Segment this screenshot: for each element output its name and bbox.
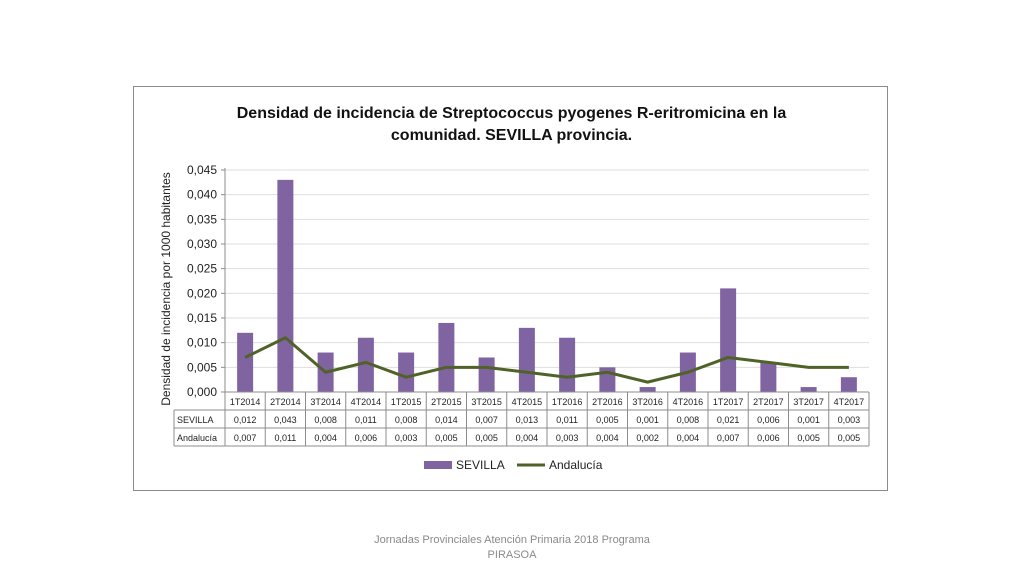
x-category-label: 3T2016	[632, 397, 663, 407]
table-value-label: 0,007	[717, 433, 740, 443]
legend-swatch-sevilla	[424, 461, 452, 469]
x-category-label: 4T2017	[834, 397, 865, 407]
bar-sevilla	[357, 337, 374, 392]
legend-label-andalucia: Andalucía	[549, 458, 603, 472]
chart-svg: 0,000 0,005 0,010 0,015 0,020 0,025 0,030 0,035…	[159, 163, 870, 472]
bar-sevilla	[559, 337, 576, 392]
x-category-label: 1T2014	[230, 397, 261, 407]
bar-sevilla	[840, 377, 857, 392]
bar-sevilla	[518, 327, 535, 392]
x-category-label: 3T2017	[793, 397, 824, 407]
bar-sevilla	[639, 387, 656, 392]
x-category-label: 1T2015	[391, 397, 422, 407]
table-series-name: SEVILLA	[177, 415, 214, 425]
bar-sevilla	[478, 357, 495, 392]
chart-title-line1: Densidad de incidencia de Streptococcus …	[236, 105, 787, 122]
table-value-label: 0,008	[677, 415, 700, 425]
x-category-label: 1T2016	[552, 397, 583, 407]
x-category-label: 1T2017	[713, 397, 744, 407]
x-category-label: 4T2015	[512, 397, 543, 407]
table-value-label: 0,003	[838, 415, 861, 425]
y-tick-label: 0,000	[187, 385, 217, 399]
table-value-label: 0,003	[556, 433, 579, 443]
legend-label-sevilla: SEVILLA	[456, 458, 505, 472]
x-category-label: 2T2017	[753, 397, 784, 407]
x-category-label: 2T2014	[270, 397, 301, 407]
table-value-label: 0,006	[757, 433, 780, 443]
table-series-name: Andalucía	[177, 433, 217, 443]
y-tick-label: 0,045	[187, 163, 217, 177]
table-value-label: 0,014	[435, 415, 458, 425]
x-category-label: 2T2016	[592, 397, 623, 407]
table-value-label: 0,043	[274, 415, 297, 425]
chart-frame: Densidad de incidencia de Streptococcus …	[133, 86, 888, 491]
y-tick-label: 0,025	[187, 262, 217, 276]
bar-sevilla	[760, 362, 777, 392]
bar-sevilla	[438, 322, 455, 392]
table-value-label: 0,007	[234, 433, 257, 443]
table-value-label: 0,011	[274, 433, 296, 443]
table-value-label: 0,004	[314, 433, 337, 443]
table-value-label: 0,005	[797, 433, 820, 443]
table-value-label: 0,008	[395, 415, 418, 425]
table-value-label: 0,004	[596, 433, 619, 443]
table-value-label: 0,011	[355, 415, 377, 425]
table-value-label: 0,001	[797, 415, 820, 425]
bar-sevilla	[398, 352, 415, 392]
x-category-label: 3T2015	[471, 397, 502, 407]
table-value-label: 0,004	[516, 433, 539, 443]
x-category-label: 2T2015	[431, 397, 462, 407]
table-value-label: 0,006	[757, 415, 780, 425]
table-value-label: 0,005	[838, 433, 861, 443]
chart-title: Densidad de incidencia de Streptococcus …	[134, 103, 889, 147]
bar-sevilla	[237, 332, 254, 392]
bar-sevilla	[720, 288, 737, 392]
table-value-label: 0,013	[516, 415, 539, 425]
x-category-label: 4T2016	[673, 397, 704, 407]
table-value-label: 0,005	[475, 433, 498, 443]
table-value-label: 0,011	[556, 415, 578, 425]
line-andalucia	[244, 336, 849, 384]
table-value-label: 0,005	[596, 415, 619, 425]
y-tick-label: 0,015	[187, 311, 217, 325]
table-value-label: 0,012	[234, 415, 257, 425]
bar-sevilla	[800, 387, 817, 392]
table-value-label: 0,002	[636, 433, 659, 443]
y-tick-label: 0,020	[187, 286, 217, 300]
y-tick-label: 0,035	[187, 212, 217, 226]
table-value-label: 0,006	[355, 433, 378, 443]
bar-sevilla	[277, 179, 294, 392]
slide-footer: Jornadas Provinciales Atención Primaria …	[374, 534, 650, 561]
table-value-label: 0,005	[435, 433, 458, 443]
y-tick-label: 0,030	[187, 237, 217, 251]
table-value-label: 0,021	[717, 415, 740, 425]
y-tick-label: 0,010	[187, 336, 217, 350]
y-axis-label: Densidad de incidencia por 1000 habitant…	[159, 172, 173, 406]
table-value-label: 0,004	[677, 433, 700, 443]
y-tick-label: 0,040	[187, 188, 217, 202]
table-value-label: 0,001	[636, 415, 659, 425]
x-category-label: 3T2014	[310, 397, 341, 407]
y-tick-label: 0,005	[187, 360, 217, 374]
x-category-label: 4T2014	[351, 397, 382, 407]
table-value-label: 0,007	[475, 415, 498, 425]
table-value-label: 0,008	[314, 415, 337, 425]
table-value-label: 0,003	[395, 433, 418, 443]
chart-title-line2: comunidad. SEVILLA provincia.	[390, 127, 633, 144]
